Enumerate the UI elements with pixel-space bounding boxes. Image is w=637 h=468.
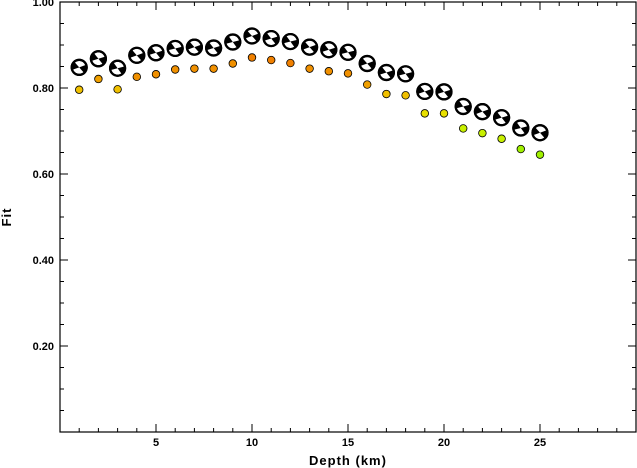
- y-axis-ticks: 0.20 0.40 0.60 0.80 1.00: [33, 0, 636, 411]
- fit-dot-marker: [286, 58, 295, 68]
- focal-mechanism-marker: [70, 58, 88, 76]
- focal-mechanism-marker: [243, 27, 261, 45]
- focal-mechanism-marker: [531, 124, 549, 142]
- fit-dot-marker: [439, 109, 449, 118]
- focal-mechanism-marker: [147, 44, 165, 62]
- focal-mechanism-marker: [166, 39, 184, 58]
- x-axis-ticks: 5 10 15 20 25: [78, 2, 618, 449]
- fit-dot-marker: [209, 64, 218, 73]
- x-tick-label: 25: [534, 437, 546, 449]
- y-tick-label: 0.60: [33, 169, 54, 181]
- focal-mechanism-marker: [397, 65, 415, 83]
- focal-mechanism-marker: [224, 33, 242, 51]
- focal-mechanism-marker: [435, 83, 453, 101]
- fit-dot-marker: [74, 85, 84, 94]
- focal-mechanism-marker: [281, 32, 299, 51]
- plot-frame: [59, 1, 637, 433]
- x-tick-label: 20: [438, 437, 450, 449]
- fit-dot-marker: [113, 85, 122, 94]
- focal-mechanism-marker: [320, 41, 338, 59]
- x-axis-label: Depth (km): [309, 453, 387, 468]
- fit-dot-marker: [363, 80, 372, 89]
- fit-dot-marker: [459, 124, 468, 133]
- focal-mechanism-marker: [185, 38, 203, 56]
- y-axis-label: Fit: [0, 208, 14, 227]
- focal-mechanism-marker: [205, 39, 223, 57]
- fit-dot-marker: [170, 65, 180, 74]
- fit-dot-marker: [190, 64, 199, 73]
- focal-mechanism-marker: [108, 59, 127, 77]
- focal-mechanism-marker: [301, 38, 319, 56]
- focal-mechanism-marker: [416, 82, 434, 101]
- fit-dot-marker: [247, 53, 257, 62]
- fit-dot-marker: [267, 55, 276, 65]
- fit-dot-marker: [343, 69, 353, 78]
- fit-dot-marker: [535, 150, 545, 159]
- fit-dot-marker: [94, 74, 103, 84]
- fit-dot-marker: [151, 70, 161, 79]
- fit-dot-marker: [228, 59, 237, 68]
- focal-mechanism-marker: [512, 119, 530, 137]
- fit-dot-marker: [420, 109, 429, 118]
- focal-mechanism-marker: [358, 54, 376, 73]
- focal-mechanism-marker: [128, 46, 146, 64]
- fit-dot-marker: [497, 134, 506, 143]
- y-tick-label: 0.40: [33, 255, 54, 267]
- fit-dot-marker: [324, 67, 333, 76]
- focal-mechanism-marker: [473, 103, 491, 121]
- fit-dot-marker: [401, 91, 410, 100]
- x-tick-label: 5: [153, 437, 159, 449]
- focal-mechanism-marker: [493, 109, 511, 127]
- focal-mechanism-marker: [339, 43, 357, 61]
- focal-mechanism-marker: [454, 97, 472, 116]
- y-tick-label: 1.00: [33, 0, 54, 9]
- y-tick-label: 0.20: [33, 341, 54, 353]
- y-tick-label: 0.80: [33, 83, 54, 95]
- fit-dot-marker: [132, 72, 141, 82]
- fit-dot-marker: [305, 64, 314, 73]
- fit-dot-marker: [478, 128, 487, 138]
- focal-mechanism-marker: [377, 63, 395, 82]
- fit-dot-marker: [382, 89, 391, 99]
- focal-mechanism-marker: [262, 29, 280, 48]
- x-tick-label: 15: [342, 437, 354, 449]
- data-points: [70, 27, 549, 159]
- fit-dot-marker: [516, 144, 525, 154]
- focal-mechanism-marker: [89, 50, 108, 68]
- x-tick-label: 10: [246, 437, 258, 449]
